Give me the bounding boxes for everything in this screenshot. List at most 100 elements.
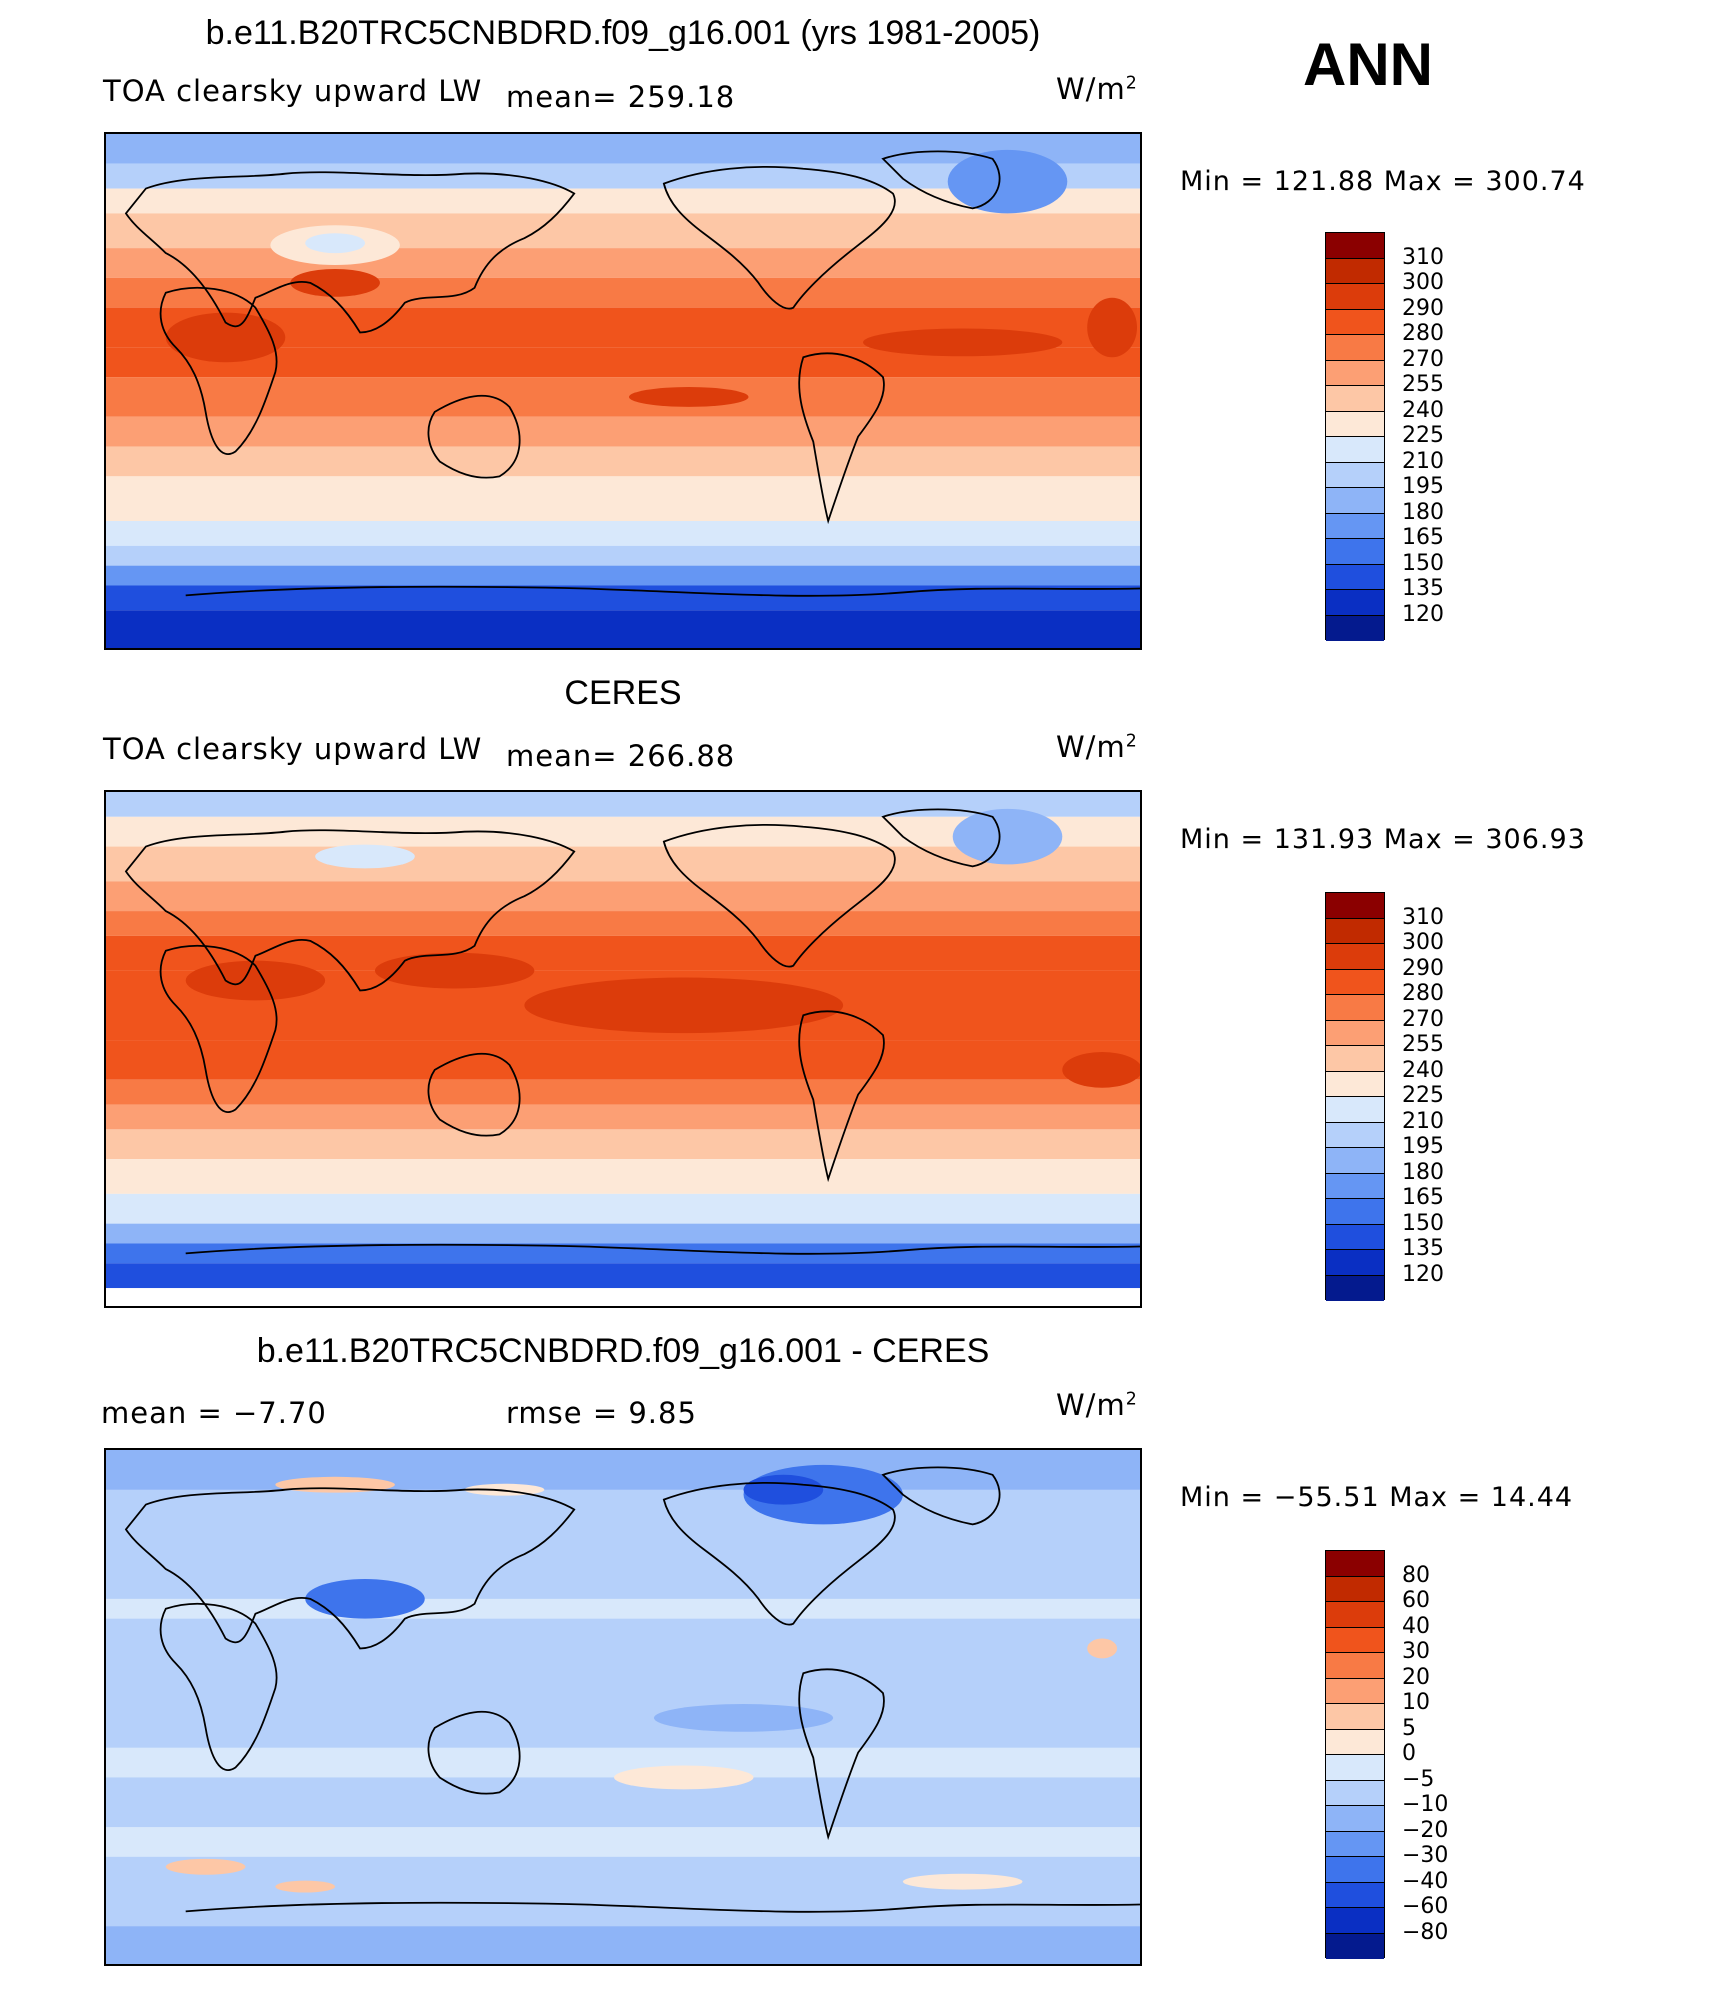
colorbar-level-label: −60 bbox=[1402, 1894, 1449, 1919]
colorbar-swatch bbox=[1326, 513, 1384, 539]
panel-2-units: W/m2 bbox=[1056, 730, 1138, 764]
panel-3-map bbox=[104, 1448, 1142, 1966]
colorbar-level-label: 195 bbox=[1402, 1134, 1444, 1159]
colorbar-swatch bbox=[1326, 411, 1384, 437]
panel-2-colorbar bbox=[1325, 892, 1385, 1301]
colorbar-level-label: −80 bbox=[1402, 1919, 1449, 1945]
colorbar-level-label: 300 bbox=[1402, 930, 1444, 955]
panel-2-mean-label: mean= 266.88 bbox=[506, 739, 736, 773]
colorbar-swatch bbox=[1326, 590, 1384, 616]
colorbar-swatch bbox=[1326, 360, 1384, 386]
colorbar-swatch bbox=[1326, 1602, 1384, 1628]
colorbar-swatch bbox=[1326, 944, 1384, 970]
colorbar-level-label: 300 bbox=[1402, 270, 1444, 295]
colorbar-swatch bbox=[1326, 1576, 1384, 1602]
panel-3-colorbar bbox=[1325, 1550, 1385, 1959]
colorbar-level-label: 80 bbox=[1402, 1562, 1430, 1588]
colorbar-level-label: 60 bbox=[1402, 1588, 1430, 1613]
colorbar-swatch bbox=[1326, 258, 1384, 284]
colorbar-swatch bbox=[1326, 893, 1384, 919]
colorbar-level-label: 240 bbox=[1402, 1057, 1444, 1083]
colorbar-level-label: 310 bbox=[1402, 244, 1444, 270]
colorbar-swatch bbox=[1326, 1882, 1384, 1908]
colorbar-level-label: 195 bbox=[1402, 474, 1444, 499]
colorbar-swatch bbox=[1326, 309, 1384, 335]
colorbar-level-label: 150 bbox=[1402, 1210, 1444, 1236]
colorbar-swatch bbox=[1326, 1857, 1384, 1883]
colorbar-swatch bbox=[1326, 1653, 1384, 1679]
panel-1-variable-label: TOA clearsky upward LW bbox=[103, 74, 483, 108]
panel-1-title: b.e11.B20TRC5CNBDRD.f09_g16.001 (yrs 198… bbox=[205, 14, 1041, 52]
colorbar-swatch bbox=[1326, 1551, 1384, 1577]
colorbar-swatch bbox=[1326, 284, 1384, 310]
colorbar-swatch bbox=[1326, 995, 1384, 1021]
colorbar-level-label: −10 bbox=[1402, 1792, 1449, 1817]
panel-1-units: W/m2 bbox=[1056, 72, 1138, 106]
panel-3-units: W/m2 bbox=[1056, 1388, 1138, 1422]
colorbar-level-label: 40 bbox=[1402, 1613, 1430, 1639]
colorbar-swatch bbox=[1326, 1173, 1384, 1199]
colorbar-swatch bbox=[1326, 1020, 1384, 1046]
colorbar-swatch bbox=[1326, 1071, 1384, 1097]
colorbar-level-label: 5 bbox=[1402, 1715, 1416, 1741]
colorbar-swatch bbox=[1326, 1729, 1384, 1755]
colorbar-swatch bbox=[1326, 386, 1384, 412]
colorbar-swatch bbox=[1326, 1275, 1384, 1301]
colorbar-level-label: 210 bbox=[1402, 448, 1444, 474]
colorbar-swatch bbox=[1326, 539, 1384, 565]
colorbar-level-label: 20 bbox=[1402, 1664, 1430, 1690]
colorbar-level-label: 135 bbox=[1402, 1236, 1444, 1261]
panel-1-colorbar bbox=[1325, 232, 1385, 641]
colorbar-swatch bbox=[1326, 1806, 1384, 1832]
colorbar-swatch bbox=[1326, 969, 1384, 995]
colorbar-level-label: 270 bbox=[1402, 346, 1444, 372]
colorbar-swatch bbox=[1326, 615, 1384, 641]
colorbar-swatch bbox=[1326, 918, 1384, 944]
colorbar-level-label: 225 bbox=[1402, 1083, 1444, 1108]
panel-2-min-max: Min = 131.93 Max = 306.93 bbox=[1180, 824, 1586, 855]
colorbar-swatch bbox=[1326, 462, 1384, 488]
colorbar-level-label: 280 bbox=[1402, 321, 1444, 346]
colorbar-level-label: 0 bbox=[1402, 1741, 1416, 1766]
panel-3-min-max: Min = −55.51 Max = 14.44 bbox=[1180, 1482, 1574, 1513]
colorbar-swatch bbox=[1326, 437, 1384, 463]
colorbar-level-label: 290 bbox=[1402, 955, 1444, 981]
colorbar-swatch bbox=[1326, 1097, 1384, 1123]
colorbar-level-label: −40 bbox=[1402, 1868, 1449, 1894]
colorbar-level-label: 180 bbox=[1402, 499, 1444, 525]
colorbar-level-label: 165 bbox=[1402, 525, 1444, 550]
colorbar-level-label: 150 bbox=[1402, 550, 1444, 576]
colorbar-level-label: 225 bbox=[1402, 423, 1444, 448]
season-label: ANN bbox=[1303, 31, 1433, 98]
panel-2-map bbox=[104, 790, 1142, 1308]
panel-1-min-max: Min = 121.88 Max = 300.74 bbox=[1180, 166, 1586, 197]
colorbar-level-label: 30 bbox=[1402, 1639, 1430, 1664]
colorbar-level-label: 180 bbox=[1402, 1159, 1444, 1185]
colorbar-swatch bbox=[1326, 564, 1384, 590]
colorbar-level-label: 135 bbox=[1402, 576, 1444, 601]
colorbar-level-label: −30 bbox=[1402, 1843, 1449, 1868]
colorbar-swatch bbox=[1326, 1755, 1384, 1781]
colorbar-swatch bbox=[1326, 1148, 1384, 1174]
panel-1-map bbox=[104, 132, 1142, 650]
colorbar-level-label: 10 bbox=[1402, 1690, 1430, 1715]
colorbar-swatch bbox=[1326, 233, 1384, 259]
colorbar-swatch bbox=[1326, 335, 1384, 361]
colorbar-level-label: 210 bbox=[1402, 1108, 1444, 1134]
colorbar-level-label: −20 bbox=[1402, 1817, 1449, 1843]
panel-3-mean-label: mean = −7.70 bbox=[101, 1396, 327, 1430]
colorbar-swatch bbox=[1326, 488, 1384, 514]
panel-1-mean-label: mean= 259.18 bbox=[506, 80, 736, 114]
colorbar-level-label: 270 bbox=[1402, 1006, 1444, 1032]
colorbar-swatch bbox=[1326, 1704, 1384, 1730]
colorbar-level-label: 120 bbox=[1402, 1261, 1444, 1287]
colorbar-level-label: 310 bbox=[1402, 904, 1444, 930]
colorbar-level-label: 255 bbox=[1402, 372, 1444, 397]
colorbar-swatch bbox=[1326, 1250, 1384, 1276]
colorbar-swatch bbox=[1326, 1199, 1384, 1225]
colorbar-swatch bbox=[1326, 1933, 1384, 1959]
colorbar-swatch bbox=[1326, 1780, 1384, 1806]
colorbar-swatch bbox=[1326, 1908, 1384, 1934]
colorbar-swatch bbox=[1326, 1627, 1384, 1653]
colorbar-swatch bbox=[1326, 1831, 1384, 1857]
